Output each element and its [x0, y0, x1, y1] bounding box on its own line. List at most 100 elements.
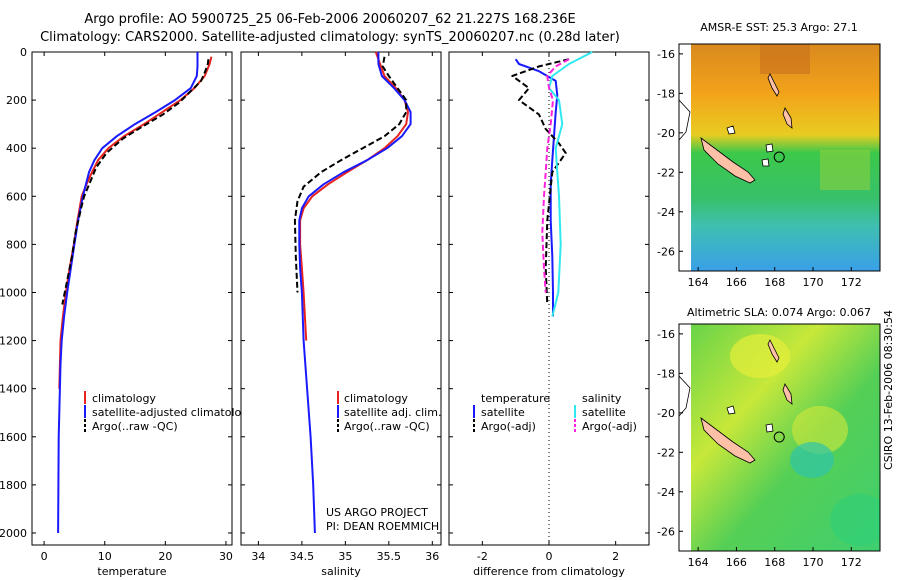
y-tick-label: 200 [6, 94, 27, 107]
loyalty-island [765, 423, 774, 433]
legend-label-argo: Argo(..raw -QC) [92, 420, 178, 433]
series-line [541, 58, 570, 293]
temperature-plot: 0 10 20 30 temperature 0 200 400 600 800 1000 1200 1… [0, 46, 233, 578]
figure-title-line-2: Climatology: CARS2000. Satellite-adjuste… [40, 30, 620, 45]
y-tick-label: -26 [657, 245, 675, 258]
series-line [61, 59, 210, 305]
y-tick-label: 1800 [0, 479, 27, 492]
y-tick-label: -26 [657, 525, 675, 538]
vanuatu-islands-south [782, 107, 793, 129]
sla-no-data-strip [679, 324, 691, 551]
x-axis-label: temperature [97, 565, 166, 578]
sla-low-patch [830, 494, 880, 546]
y-tick-label: -24 [657, 206, 675, 219]
difference-plot-frame [448, 51, 650, 546]
y-tick-label: -24 [657, 486, 675, 499]
y-tick-label: -20 [657, 127, 675, 140]
x-tick-label: 0 [546, 550, 553, 563]
x-tick-label: 30 [219, 550, 233, 563]
loyalty-island [765, 143, 774, 153]
series-line [511, 58, 570, 305]
x-axis-label: difference from climatology [473, 565, 625, 578]
sst-map-panel: AMSR-E SST: 25.3 Argo: 27.1 164 166 168 170… [657, 21, 881, 289]
x-tick-label: -2 [477, 550, 488, 563]
argo-position-marker [773, 151, 785, 163]
y-tick-label: -22 [657, 446, 675, 459]
difference-plot: -2 0 2 difference from climatology [449, 51, 649, 578]
y-tick-label: 0 [20, 46, 27, 59]
vanuatu-islands [767, 73, 780, 97]
x-tick-label: 172 [841, 556, 862, 569]
argo-position-marker [773, 431, 785, 443]
sst-yellow-patch [820, 150, 870, 190]
salinity-legend: climatology satellite adj. clim. Argo(..… [337, 391, 441, 433]
vanuatu-islands [767, 339, 780, 363]
sla-map-panel: Altimetric SLA: 0.074 Argo: 0.067 164 166… [657, 306, 881, 569]
credits-line-1: US ARGO PROJECT [326, 506, 428, 519]
y-tick-label: 800 [6, 238, 27, 251]
legend-heading-temperature: temperature [481, 392, 550, 405]
sla-high-patch [730, 334, 790, 378]
y-tick-label: -18 [657, 87, 675, 100]
australia-coast-outline [679, 99, 691, 141]
temperature-legend: climatology satellite-adjusted climatolo… [84, 391, 255, 433]
legend-label-climatology: climatology [92, 392, 156, 405]
x-tick-label: 34.5 [290, 550, 315, 563]
y-tick-label: -22 [657, 166, 675, 179]
legend-heading-salinity: salinity [582, 392, 622, 405]
series-line [57, 52, 199, 534]
series-line [298, 52, 412, 534]
sst-map-frame [678, 43, 881, 272]
x-tick-label: 166 [726, 556, 747, 569]
legend-label-argo: Argo(..raw -QC) [344, 420, 430, 433]
figure-title-line-1: Argo profile: AO 5900725_25 06-Feb-2006 … [84, 12, 576, 27]
x-tick-label: 170 [803, 276, 824, 289]
sla-high-patch [792, 406, 848, 454]
y-tick-label: 1600 [0, 431, 27, 444]
sst-map-axes: 164 166 168 170 172 -16 -18 -20 -22 -24 -26 [657, 48, 862, 289]
x-tick-label: 168 [764, 556, 785, 569]
sst-map-title: AMSR-E SST: 25.3 Argo: 27.1 [700, 21, 858, 34]
y-tick-label: 1400 [0, 383, 27, 396]
sla-map-field [679, 324, 880, 551]
x-tick-label: 35.5 [377, 550, 402, 563]
sla-low-patch [790, 442, 834, 478]
credits-line-2: PI: DEAN ROEMMICH [326, 520, 439, 533]
y-tick-label: -16 [657, 48, 675, 61]
x-tick-label: 36 [425, 550, 439, 563]
salinity-plot: 34 34.5 35 35.5 36 salinity [241, 51, 441, 578]
x-tick-label: 20 [158, 550, 172, 563]
small-island [726, 125, 736, 135]
difference-legend: temperature satellite Argo(-adj) salinit… [473, 392, 637, 433]
x-tick-label: 10 [98, 550, 112, 563]
x-tick-label: 168 [764, 276, 785, 289]
legend-label-satellite-adj-clim: satellite adj. clim. [344, 406, 441, 419]
series-line [514, 58, 559, 317]
australia-coast-outline [679, 375, 691, 417]
sst-no-data-strip [679, 44, 691, 271]
legend-label-temp-satellite: satellite [481, 406, 525, 419]
legend-label-satellite-adjusted-climatology: satellite-adjusted climatology [92, 406, 255, 419]
legend-label-sal-satellite: satellite [582, 406, 626, 419]
sst-map-field [679, 44, 880, 271]
new-caledonia-island [700, 417, 756, 464]
x-tick-label: 166 [726, 276, 747, 289]
difference-panel: -2 0 2 difference from climatology temperat… [448, 51, 650, 578]
new-caledonia-island [700, 137, 756, 184]
sla-map-frame [678, 323, 881, 552]
y-tick-label: -20 [657, 407, 675, 420]
x-tick-label: 164 [688, 556, 709, 569]
x-tick-label: 0 [41, 550, 48, 563]
series-line [548, 51, 593, 317]
loyalty-island [761, 158, 770, 167]
y-tick-label: 1200 [0, 335, 27, 348]
sst-warm-patch [760, 44, 810, 74]
x-tick-label: 2 [612, 550, 619, 563]
temperature-panel: 0 10 20 30 temperature 0 200 400 600 800 1000 1200 1… [0, 46, 255, 578]
salinity-panel: 34 34.5 35 35.5 36 salinity climatology satel… [240, 51, 442, 578]
series-line [293, 56, 408, 293]
x-tick-label: 164 [688, 276, 709, 289]
x-tick-label: 35 [338, 550, 352, 563]
